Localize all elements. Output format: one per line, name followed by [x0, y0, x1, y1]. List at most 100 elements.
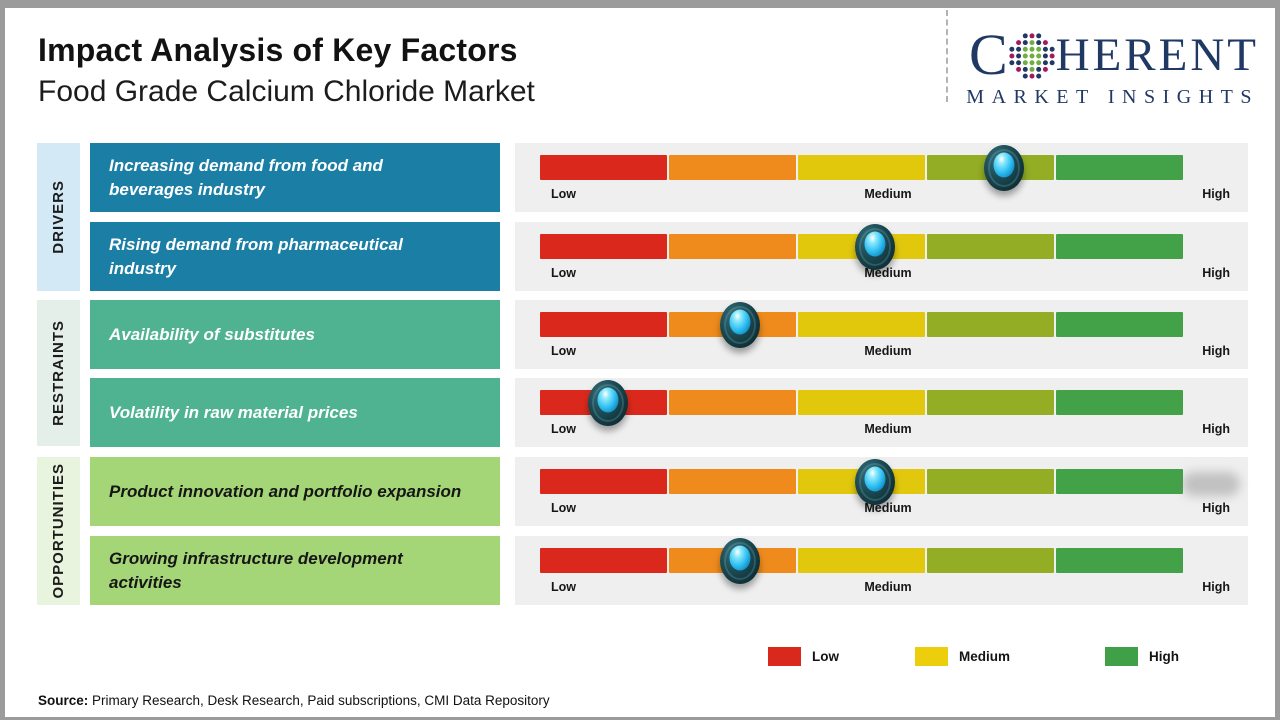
header: Impact Analysis of Key Factors Food Grad… [38, 30, 535, 111]
segment-low [540, 312, 667, 337]
factor-box-1: Increasing demand from food and beverage… [90, 143, 500, 212]
legend-label-low: Low [812, 649, 839, 664]
segment-medium [798, 312, 925, 337]
scale-label-high: High [1202, 422, 1230, 436]
impact-marker-1 [984, 144, 1025, 191]
impact-gradient-bar [540, 458, 1240, 505]
impact-gradient-bar [540, 379, 1185, 426]
group-label-drivers: DRIVERS [50, 180, 67, 254]
scale-label-medium: Medium [864, 187, 912, 201]
legend-swatch-medium [915, 647, 948, 666]
scale-label-medium: Medium [864, 580, 912, 594]
scale-label-medium: Medium [864, 501, 912, 515]
impact-gradient-bar [540, 223, 1185, 270]
group-label-restraints: RESTRAINTS [50, 320, 67, 426]
brand-tagline: MARKET INSIGHTS [966, 86, 1259, 108]
scale-label-high: High [1202, 501, 1230, 515]
header-dashed-divider [946, 10, 948, 102]
bar-shadow-artifact [1182, 472, 1240, 496]
segment-medium-high [927, 548, 1054, 573]
segment-high [1056, 548, 1183, 573]
segment-low [540, 469, 667, 494]
scale-label-low: Low [551, 580, 576, 594]
legend-swatch-low [768, 647, 801, 666]
segment-low-medium [669, 234, 796, 259]
segment-medium [798, 155, 925, 180]
group-ribbon-drivers: DRIVERS [37, 143, 80, 291]
impact-scale-row-3: Low Medium High [515, 300, 1248, 369]
brand-logo-wordmark: C HERENT [947, 26, 1259, 84]
source-line: Source: Primary Research, Desk Research,… [38, 693, 550, 708]
segment-medium [798, 548, 925, 573]
brand-letters-rest: HERENT [1055, 28, 1259, 81]
scale-label-high: High [1202, 580, 1230, 594]
segment-medium-high [927, 234, 1054, 259]
segment-high [1056, 390, 1183, 415]
impact-scale-row-5: Low Medium High [515, 457, 1248, 526]
factor-box-6: Growing infrastructure development activ… [90, 536, 500, 605]
segment-high [1056, 155, 1183, 180]
impact-marker-3 [719, 301, 760, 348]
impact-scale-row-2: Low Medium High [515, 222, 1248, 291]
factor-label-4: Volatility in raw material prices [109, 402, 358, 422]
legend-item-high: High [1105, 647, 1179, 666]
segment-low-medium [669, 390, 796, 415]
slide-page: Impact Analysis of Key Factors Food Grad… [5, 8, 1275, 717]
scale-label-medium: Medium [864, 422, 912, 436]
factor-label-5: Product innovation and portfolio expansi… [109, 481, 462, 501]
legend-item-low: Low [768, 647, 839, 666]
segment-medium-high [927, 312, 1054, 337]
segment-high [1056, 469, 1183, 494]
impact-gradient-bar [540, 301, 1185, 348]
factor-label-2: Rising demand from pharmaceutical indust… [109, 235, 403, 278]
brand-letter-c: C [968, 22, 1008, 87]
legend-label-high: High [1149, 649, 1179, 664]
group-ribbon-restraints: RESTRAINTS [37, 300, 80, 446]
scale-label-low: Low [551, 266, 576, 280]
dotted-globe-icon [1009, 33, 1055, 79]
segment-high [1056, 312, 1183, 337]
factor-box-2: Rising demand from pharmaceutical indust… [90, 222, 500, 291]
brand-logo: C HERENT MARKET INSIGHTS [947, 26, 1259, 109]
source-prefix: Source: [38, 693, 89, 708]
segment-low [540, 155, 667, 180]
impact-marker-6 [719, 537, 760, 584]
legend-swatch-high [1105, 647, 1138, 666]
scale-label-low: Low [551, 422, 576, 436]
impact-scale-row-6: Low Medium High [515, 536, 1248, 605]
group-ribbon-opportunities: OPPORTUNITIES [37, 457, 80, 605]
impact-scale-row-1: Low Medium High [515, 143, 1248, 212]
legend-item-medium: Medium [915, 647, 1010, 666]
scale-label-low: Low [551, 501, 576, 515]
scale-label-medium: Medium [864, 266, 912, 280]
page-subtitle: Food Grade Calcium Chloride Market [38, 75, 535, 108]
segment-low [540, 548, 667, 573]
segment-medium-high [927, 390, 1054, 415]
group-label-opportunities: OPPORTUNITIES [50, 463, 67, 599]
segment-medium [798, 390, 925, 415]
impact-marker-4 [587, 379, 628, 426]
factor-label-1: Increasing demand from food and beverage… [109, 156, 383, 199]
scale-label-high: High [1202, 266, 1230, 280]
factor-box-5: Product innovation and portfolio expansi… [90, 457, 500, 526]
impact-scale-row-4: Low Medium High [515, 378, 1248, 447]
factor-label-6: Growing infrastructure development activ… [109, 549, 403, 592]
segment-low-medium [669, 155, 796, 180]
segment-low-medium [669, 469, 796, 494]
segment-low [540, 234, 667, 259]
factor-box-3: Availability of substitutes [90, 300, 500, 369]
segment-medium-high [927, 469, 1054, 494]
legend-label-medium: Medium [959, 649, 1011, 664]
scale-label-low: Low [551, 187, 576, 201]
page-title: Impact Analysis of Key Factors [38, 32, 518, 68]
factor-label-3: Availability of substitutes [109, 324, 315, 344]
scale-label-high: High [1202, 187, 1230, 201]
impact-marker-2 [855, 223, 896, 270]
impact-gradient-bar [540, 144, 1185, 191]
source-text: Primary Research, Desk Research, Paid su… [88, 693, 550, 708]
factor-box-4: Volatility in raw material prices [90, 378, 500, 447]
scale-label-medium: Medium [864, 344, 912, 358]
impact-gradient-bar [540, 537, 1185, 584]
impact-marker-5 [855, 458, 896, 505]
scale-label-high: High [1202, 344, 1230, 358]
